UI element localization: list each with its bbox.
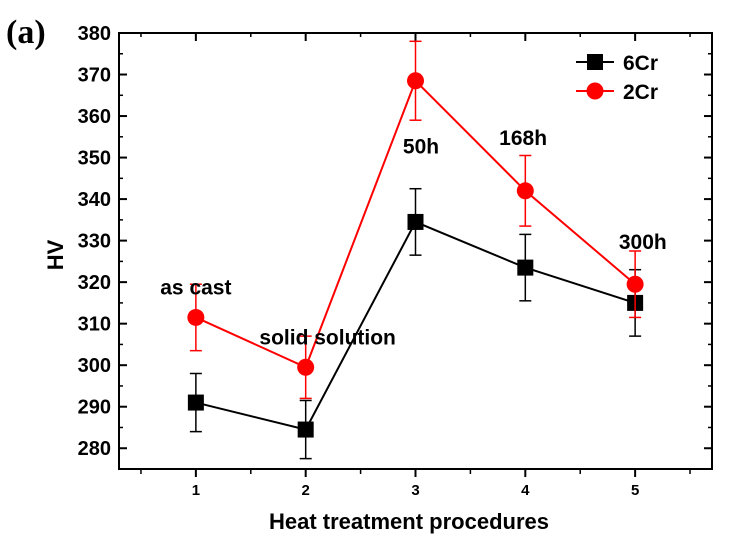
- x-tick-label: 5: [631, 482, 639, 499]
- annotation-label: as cast: [160, 277, 231, 300]
- y-tick-label: 310: [78, 314, 111, 336]
- series-layer: [187, 40, 644, 460]
- legend-label: 6Cr: [623, 52, 658, 75]
- data-point-square: [297, 421, 314, 438]
- x-tick-label: 4: [521, 482, 530, 499]
- annotation-label: solid solution: [259, 326, 396, 349]
- legend-item: 6Cr: [576, 52, 658, 75]
- y-tick-label: 380: [78, 23, 111, 45]
- annotation-label: 50h: [403, 135, 439, 158]
- y-tick-label: 370: [78, 65, 111, 87]
- data-point-circle: [516, 182, 534, 200]
- y-axis-label: HV: [43, 239, 68, 270]
- y-tick-label: 280: [78, 438, 111, 460]
- data-point-square: [187, 394, 204, 411]
- y-tick-label: 330: [78, 231, 111, 253]
- legend-marker-square: [587, 54, 603, 70]
- y-tick-label: 350: [78, 148, 111, 170]
- data-point-circle: [407, 72, 424, 90]
- x-tick-label: 2: [302, 482, 310, 499]
- legend-marker-circle: [586, 82, 604, 100]
- y-tick-label: 360: [78, 106, 111, 128]
- y-tick-label: 290: [78, 397, 111, 419]
- y-tick-label: 340: [78, 189, 111, 211]
- data-point-circle: [626, 275, 644, 293]
- x-axis: 1 2 3 4 5: [140, 33, 691, 499]
- legend-label: 2Cr: [623, 81, 658, 104]
- y-tick-label: 320: [78, 272, 111, 294]
- x-tick-label: 1: [192, 482, 200, 499]
- data-point-circle: [187, 308, 205, 326]
- legend-item: 2Cr: [576, 81, 658, 104]
- y-tick-label: 300: [78, 355, 111, 377]
- y-axis: 280 290 300 310 320 330 340 350 360 370 380: [78, 23, 712, 460]
- annotation-label: 300h: [619, 231, 667, 254]
- data-point-square: [517, 259, 534, 276]
- data-point-circle: [297, 358, 315, 376]
- annotation-label: 168h: [499, 127, 547, 150]
- x-axis-label: Heat treatment procedures: [269, 509, 549, 534]
- series-2Cr: [187, 40, 644, 400]
- series-6Cr: [187, 187, 644, 460]
- data-point-square: [407, 213, 424, 230]
- x-tick-label: 3: [411, 482, 419, 499]
- annotations: as cast solid solution 50h 168h 300h: [160, 127, 667, 349]
- panel-label: (a): [6, 14, 46, 51]
